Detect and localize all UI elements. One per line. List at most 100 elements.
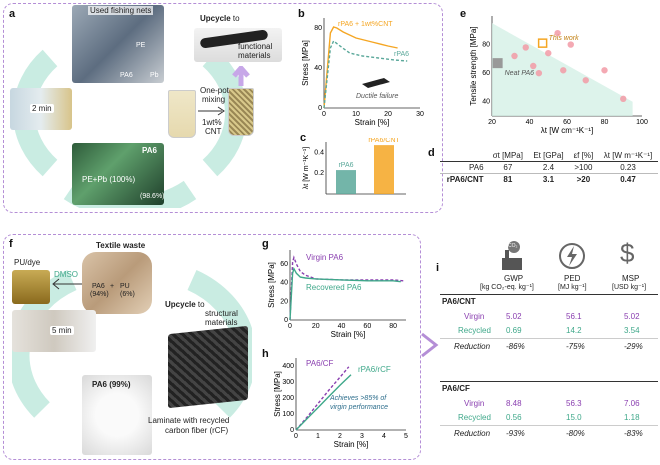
scatter-point xyxy=(545,49,552,57)
plus-label: + xyxy=(110,283,115,290)
row-label-reduction: Reduction xyxy=(454,429,491,438)
cell: 5.02 xyxy=(624,312,640,321)
legend-series-2: rPA6/rCF xyxy=(358,365,391,374)
pu-label: PU xyxy=(120,283,130,290)
factory-co2-icon: CO₂ xyxy=(500,240,524,272)
x-tick-label: 4 xyxy=(382,433,386,440)
x-tick-label: 1 xyxy=(316,433,320,440)
x-tick-label: 2 xyxy=(338,433,342,440)
scatter-point xyxy=(522,44,529,51)
cell: 3.54 xyxy=(624,326,640,335)
cell: -29% xyxy=(624,342,643,351)
this-work-marker xyxy=(537,38,548,48)
msp-unit: [USD kg⁻¹] xyxy=(612,284,647,291)
chart-e: 20 40 60 80 100 40 60 80 λt [W cm⁻¹K⁻¹] Tensile s… xyxy=(469,16,648,135)
x-tick-label: 80 xyxy=(601,119,609,126)
neat-pa6-marker xyxy=(492,58,503,69)
pa6-solution-beaker xyxy=(168,90,196,138)
x-axis-label: Strain [%] xyxy=(355,118,390,127)
x-tick-label: 100 xyxy=(636,119,648,126)
y-tick-label: 300 xyxy=(282,379,294,386)
table-cell: 0.47 xyxy=(620,175,636,184)
legend-series-2: rPA6 xyxy=(394,51,409,58)
cell: 15.0 xyxy=(566,413,582,422)
cnt-wt-label: 1wt% xyxy=(202,118,222,127)
pu-pct: (6%) xyxy=(120,291,135,298)
series-line xyxy=(323,26,398,109)
bar xyxy=(336,170,356,194)
panel-label-c: c xyxy=(300,132,307,144)
scatter-point xyxy=(530,62,537,70)
this-work-label: This work xyxy=(549,35,579,42)
annotation: Ductile failure xyxy=(356,93,399,100)
y-tick-label: 0 xyxy=(284,317,288,324)
series-line xyxy=(323,39,408,109)
upcycle-structural-line2: structural xyxy=(205,309,238,318)
top-section-frame xyxy=(3,3,443,213)
series-line xyxy=(295,374,352,431)
pb-label: Pb xyxy=(150,72,159,79)
panel-label-g: g xyxy=(262,238,269,250)
table-header: σt [MPa] xyxy=(492,151,523,160)
dollar-icon: $ xyxy=(620,238,635,268)
panel-label-h: h xyxy=(262,348,269,360)
table-header: Et [GPa] xyxy=(533,151,564,160)
connector-arrow xyxy=(421,332,439,358)
lightning-icon xyxy=(558,242,586,275)
legend-series-1: rPA6 + 1wt%CNT xyxy=(338,21,393,28)
cell: -93% xyxy=(506,429,525,438)
series-line xyxy=(289,255,404,321)
cell: 7.06 xyxy=(624,399,640,408)
scatter-point xyxy=(511,52,518,60)
lca-table: CO₂ $ GWP [kg CO₂-eq. kg⁻¹] PED [MJ kg⁻¹… xyxy=(440,238,658,462)
upcycle-functional-line2: functional xyxy=(238,42,273,51)
y-axis-label: Tensile strength [MPa] xyxy=(469,26,478,105)
y-tick-label: 0 xyxy=(318,105,322,112)
x-tick-label: 60 xyxy=(563,119,571,126)
upcycle-functional-line3: materials xyxy=(238,51,271,60)
bar-label: rPA6/CNT xyxy=(368,138,400,144)
divider xyxy=(440,338,658,339)
pa6-powder-pct: (98.6%) xyxy=(140,193,165,200)
one-pot-label: One-pot xyxy=(200,86,229,95)
y-tick-label: 40 xyxy=(482,99,490,106)
fishing-nets-photo xyxy=(72,5,164,83)
y-axis-label: λt [W m⁻¹K⁻¹] xyxy=(303,147,310,189)
scatter-point xyxy=(601,67,608,74)
table-row-name: rPA6/CNT xyxy=(446,175,484,184)
x-tick-label: 20 xyxy=(312,323,320,330)
table-row-name: PA6 xyxy=(468,163,484,172)
bottom-section-frame xyxy=(3,234,421,460)
scatter-point xyxy=(567,41,574,48)
row-label-virgin: Virgin xyxy=(464,312,485,321)
pe-label: PE xyxy=(136,42,146,49)
y-tick-label: 100 xyxy=(282,411,294,418)
upcycle-arrow-up xyxy=(232,66,250,86)
x-tick-label: 20 xyxy=(488,119,496,126)
laminate-label: Laminate with recycled xyxy=(148,416,230,425)
table-cell: 67 xyxy=(503,163,513,172)
carbon-fiber-laminate-photo xyxy=(168,325,248,409)
panel-label-a: a xyxy=(9,8,16,20)
upcycle-structural-line3: materials xyxy=(205,318,238,327)
chart-c: 0.2 0.4 λt [W m⁻¹K⁻¹] rPA6 rPA6/CNT xyxy=(303,138,406,195)
row-label-virgin: Virgin xyxy=(464,399,485,408)
time-2min: 2 min xyxy=(30,104,54,113)
co2-text: CO₂ xyxy=(508,243,518,249)
gwp-unit: [kg CO₂-eq. kg⁻¹] xyxy=(480,284,534,291)
cell: -83% xyxy=(624,429,643,438)
ductile-sample-shape xyxy=(362,78,390,88)
x-tick-label: 0 xyxy=(288,323,292,330)
cell: 0.69 xyxy=(506,326,522,335)
x-tick-label: 80 xyxy=(389,323,397,330)
table-cell: 3.1 xyxy=(542,175,555,184)
y-axis-label: Stress [MPa] xyxy=(301,40,310,86)
x-axis-label: Strain [%] xyxy=(331,330,366,339)
cell: 56.3 xyxy=(566,399,582,408)
cell: 56.1 xyxy=(566,312,582,321)
table-cell: >20 xyxy=(576,175,591,184)
msp-header: MSP xyxy=(622,274,640,283)
scatter-point xyxy=(535,69,543,77)
x-tick-label: 10 xyxy=(352,111,360,118)
mixing-arrow xyxy=(198,106,225,116)
